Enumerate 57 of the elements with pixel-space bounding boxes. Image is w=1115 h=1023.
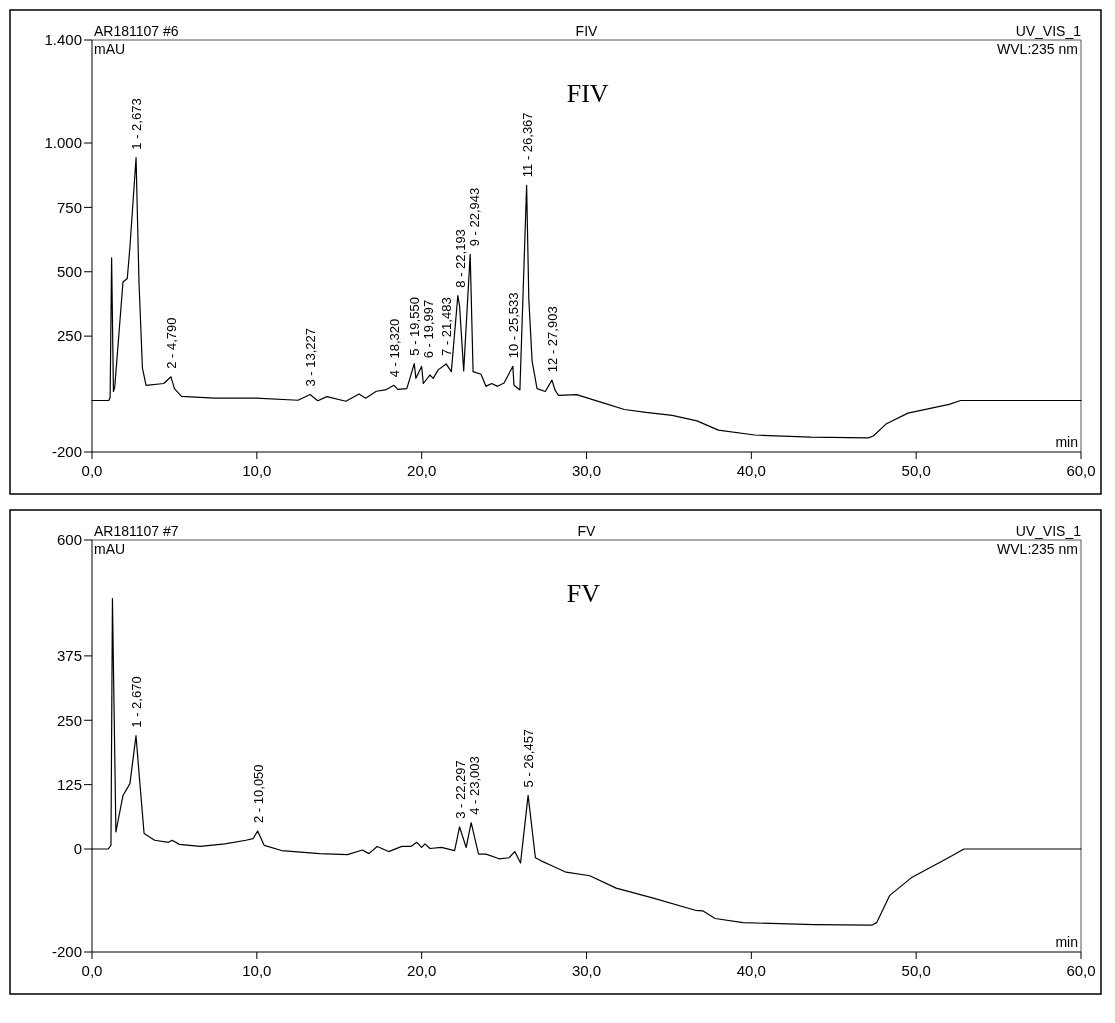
annotation: 11 - 26,367 [519, 112, 535, 178]
x-tick-label: 10,0 [242, 962, 272, 979]
text: UV_VIS_1 [1015, 523, 1082, 539]
x-tick-label: 60,0 [1066, 462, 1096, 479]
y-tick-label: 375 [56, 647, 82, 665]
text: AR181107 #7 [94, 523, 179, 539]
x-tick-label: 0,0 [81, 962, 103, 979]
x-tick-label: 50,0 [901, 462, 931, 479]
annotation: 2 - 4,790 [163, 317, 179, 369]
y-tick-label: -200 [51, 443, 82, 461]
x-tick-label: 40,0 [736, 962, 766, 979]
annotation: 9 - 22,943 [467, 187, 483, 247]
annotation: 7 - 21,483 [439, 297, 455, 356]
y-axis-title: mAU [94, 41, 126, 57]
annotation: 4 - 23,003 [466, 756, 482, 815]
y-tick-label: 1.000 [44, 134, 82, 152]
annotation: 5 - 26,457 [521, 728, 537, 788]
text: AR181107 #6 [94, 23, 179, 39]
annotation: 5 - 19,550 [407, 297, 423, 356]
y-tick-label: 750 [56, 198, 82, 216]
y-tick-label: 1.400 [44, 31, 82, 49]
annotation: WVL:235 nm [997, 541, 1078, 557]
chart-title: FIV [575, 23, 599, 39]
annotation: 3 - 13,227 [303, 328, 319, 387]
y-tick-label: 500 [56, 263, 82, 280]
x-tick-label: 50,0 [901, 962, 931, 979]
annotation: 8 - 22,193 [453, 229, 469, 288]
annotation: 6 - 19,997 [421, 299, 437, 359]
y-tick-label: -200 [51, 943, 82, 961]
annotation: FV [566, 579, 601, 608]
y-axis-title: mAU [94, 541, 126, 557]
x-tick-label: 0,0 [81, 462, 103, 479]
x-axis-title: min [1055, 934, 1078, 950]
x-tick-label: 10,0 [242, 462, 272, 479]
x-tick-label: 60,0 [1066, 962, 1096, 979]
x-tick-label: 20,0 [407, 962, 437, 979]
x-tick-label: 30,0 [571, 962, 602, 979]
x-axis-title: min [1055, 434, 1078, 450]
annotation: 1 - 2,673 [129, 98, 145, 150]
annotation: 1 - 2,670 [129, 676, 145, 728]
x-tick-label: 40,0 [736, 462, 766, 479]
annotation: 3 - 22,297 [452, 760, 468, 819]
y-tick-label: 250 [56, 711, 82, 729]
annotation: WVL:235 nm [997, 41, 1078, 57]
annotation: 12 - 27,903 [544, 306, 560, 373]
annotation: 10 - 25,533 [505, 292, 521, 359]
y-tick-label: 125 [56, 775, 82, 793]
y-tick-label: 600 [56, 531, 82, 549]
y-tick-label: 250 [56, 327, 82, 345]
chart-title: FV [577, 523, 597, 539]
annotation: 2 - 10,050 [250, 764, 266, 823]
annotation: 4 - 18,320 [386, 318, 402, 378]
text: UV_VIS_1 [1015, 23, 1082, 39]
annotation: FIV [566, 79, 609, 108]
x-tick-label: 20,0 [407, 462, 437, 479]
y-tick-label: 0 [73, 840, 82, 858]
x-tick-label: 30,0 [571, 462, 602, 479]
